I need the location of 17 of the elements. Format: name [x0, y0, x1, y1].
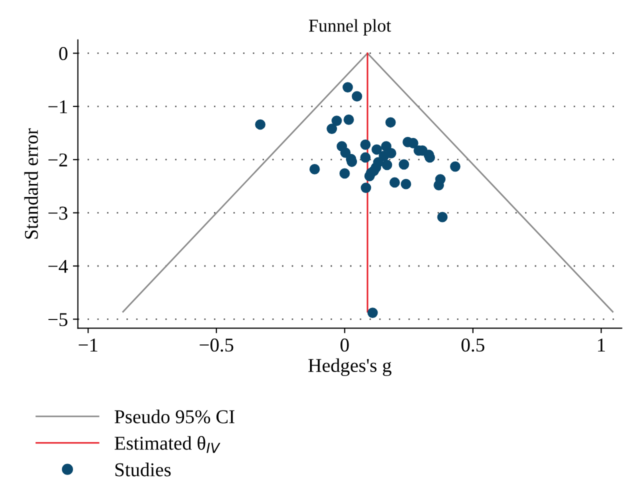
- x-tick-label: 0: [340, 338, 349, 352]
- y-tick-label: −2: [48, 153, 68, 166]
- y-tick-label: −5: [48, 313, 68, 326]
- legend-label: Studies: [115, 462, 171, 476]
- legend-label: Pseudo 95% CI: [114, 410, 234, 424]
- y-tick-label: −1: [48, 100, 67, 114]
- x-tick-label: 1: [598, 338, 605, 352]
- y-tick-label: −3: [48, 206, 68, 220]
- y-axis-title: Standard error: [24, 128, 38, 239]
- x-tick-label: −1: [78, 338, 98, 352]
- x-tick-label: 0.5: [462, 338, 484, 352]
- x-axis-title: Hedges's g: [308, 358, 392, 376]
- x-tick-label: −0.5: [200, 338, 234, 352]
- y-tick-label: 0: [59, 47, 68, 60]
- y-tick-label: −4: [48, 260, 68, 273]
- chart-title: Funnel plot: [308, 19, 392, 36]
- legend-label: Estimated θ$_{IV}$: [114, 436, 220, 453]
